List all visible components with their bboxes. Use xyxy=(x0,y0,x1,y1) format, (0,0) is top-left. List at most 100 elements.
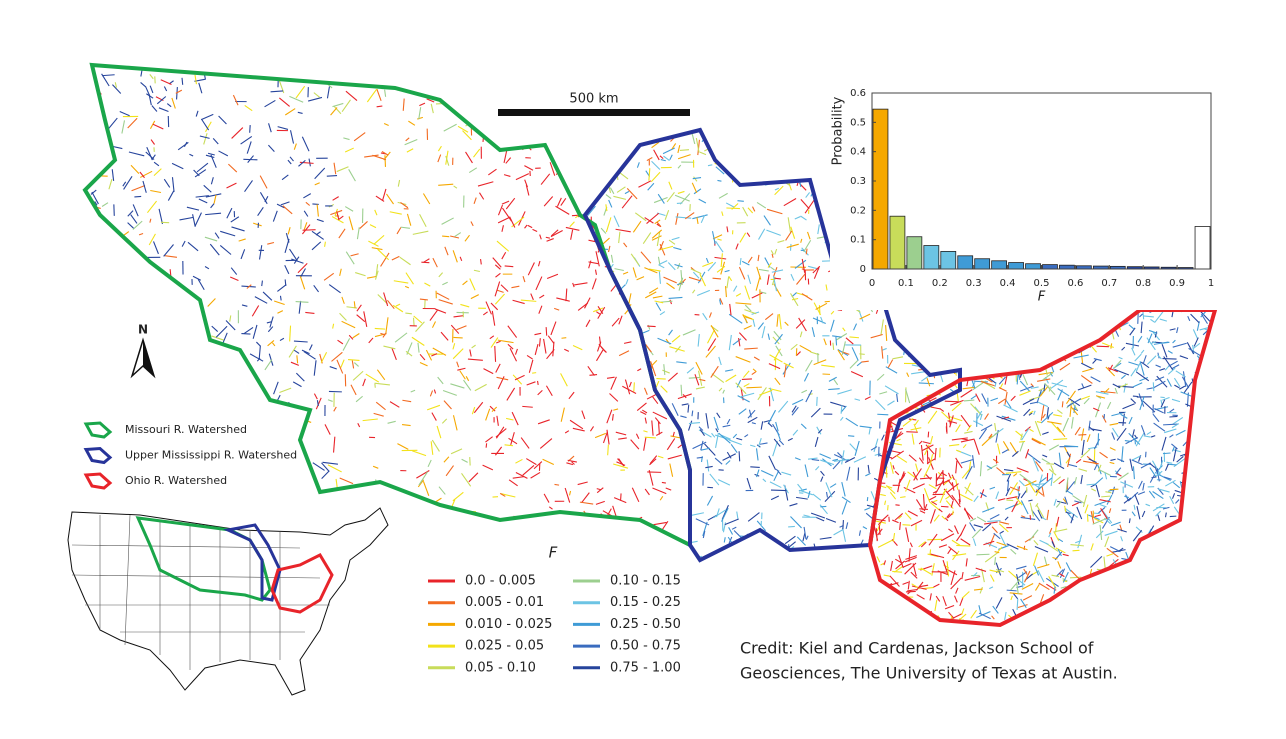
stream xyxy=(929,376,935,384)
stream xyxy=(805,248,808,255)
stream xyxy=(912,471,918,481)
stream xyxy=(955,424,961,433)
stream xyxy=(85,343,86,357)
stream xyxy=(1160,530,1165,539)
stream xyxy=(964,575,981,581)
stream xyxy=(612,505,617,518)
stream xyxy=(157,508,168,519)
stream xyxy=(882,347,887,351)
stream xyxy=(244,180,253,193)
stream xyxy=(961,608,965,615)
stream xyxy=(543,83,547,89)
stream xyxy=(352,333,360,339)
stream xyxy=(981,568,985,583)
stream xyxy=(279,387,292,394)
stream xyxy=(117,352,123,356)
stream xyxy=(610,254,614,263)
stream xyxy=(374,209,378,216)
stream xyxy=(1209,405,1215,408)
stream xyxy=(395,303,401,307)
stream xyxy=(963,315,969,327)
stream xyxy=(1152,380,1166,389)
stream xyxy=(1105,594,1113,599)
stream xyxy=(751,422,756,425)
stream xyxy=(389,211,402,215)
stream xyxy=(605,217,612,233)
stream xyxy=(336,166,349,173)
x-tick-label: 0.2 xyxy=(932,278,948,289)
stream xyxy=(791,405,797,413)
stream xyxy=(942,360,949,371)
stream xyxy=(220,230,236,237)
stream xyxy=(610,376,617,390)
missouri-boundary xyxy=(82,62,692,549)
stream xyxy=(807,457,818,460)
stream xyxy=(589,275,596,279)
stream xyxy=(618,350,630,357)
stream xyxy=(1084,504,1089,514)
stream xyxy=(747,274,752,285)
stream xyxy=(1029,428,1034,433)
stream xyxy=(169,365,178,372)
stream xyxy=(509,216,516,228)
stream xyxy=(374,327,386,330)
stream xyxy=(1102,313,1109,321)
f-legend-label: 0.05 - 0.10 xyxy=(465,660,536,675)
stream xyxy=(950,577,962,590)
stream xyxy=(898,474,906,485)
stream xyxy=(546,238,554,242)
stream xyxy=(568,490,572,496)
stream xyxy=(524,165,534,171)
stream xyxy=(1064,330,1072,332)
stream xyxy=(1143,315,1154,318)
stream xyxy=(344,147,354,153)
stream xyxy=(946,483,959,494)
stream xyxy=(766,229,781,236)
stream xyxy=(757,254,760,262)
stream xyxy=(288,345,297,358)
stream xyxy=(911,585,927,590)
stream xyxy=(134,195,142,198)
stream xyxy=(813,543,819,559)
stream xyxy=(256,404,259,418)
stream xyxy=(394,332,408,343)
stream xyxy=(795,319,806,329)
stream xyxy=(1038,387,1045,392)
stream xyxy=(648,168,651,181)
stream xyxy=(956,325,972,329)
stream xyxy=(648,287,659,294)
stream xyxy=(970,395,977,400)
stream xyxy=(1036,505,1045,518)
stream xyxy=(1044,382,1056,396)
stream xyxy=(585,285,588,292)
stream xyxy=(119,400,125,411)
stream xyxy=(232,359,240,369)
stream xyxy=(1156,375,1168,388)
stream xyxy=(1016,598,1019,610)
stream xyxy=(965,558,968,567)
stream xyxy=(776,155,791,161)
stream xyxy=(975,393,981,402)
stream xyxy=(855,556,860,560)
stream xyxy=(1090,510,1095,524)
stream xyxy=(1109,488,1119,491)
stream xyxy=(320,497,325,506)
stream xyxy=(210,203,215,209)
stream xyxy=(898,554,904,569)
stream xyxy=(355,272,366,277)
stream xyxy=(673,246,682,251)
stream xyxy=(1175,499,1180,504)
stream xyxy=(667,274,683,278)
stream xyxy=(718,432,731,444)
stream xyxy=(643,547,649,557)
x-axis-label: F xyxy=(1038,290,1046,305)
stream xyxy=(1040,411,1054,424)
stream xyxy=(989,312,994,316)
stream xyxy=(774,333,783,345)
stream xyxy=(877,528,883,536)
stream xyxy=(774,187,780,191)
stream xyxy=(1125,436,1139,445)
stream xyxy=(874,319,881,324)
stream xyxy=(746,159,754,166)
stream xyxy=(581,129,590,135)
